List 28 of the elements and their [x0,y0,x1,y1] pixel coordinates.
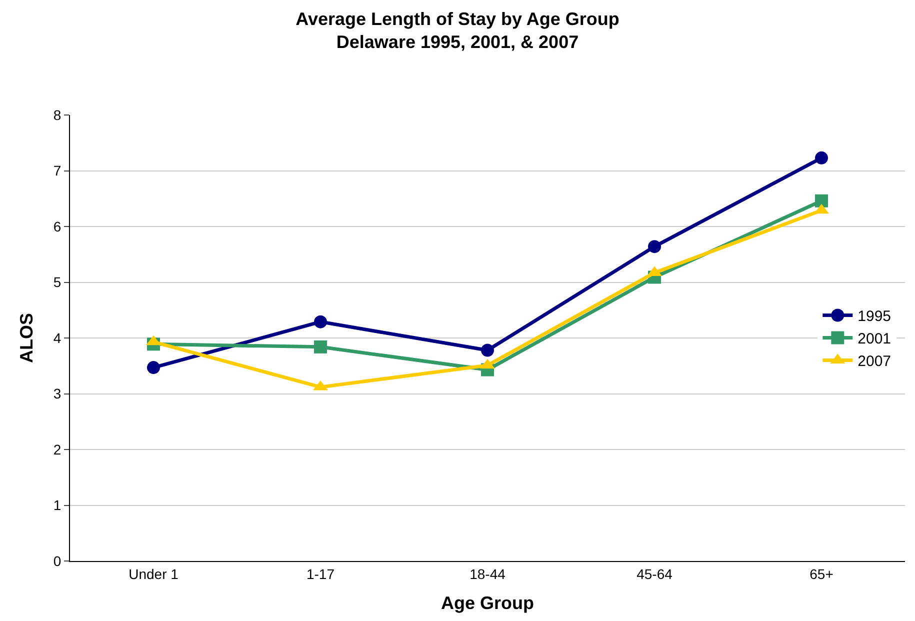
legend-label: 1995 [858,308,892,326]
x-tick-label: 65+ [810,566,834,582]
y-tick-label: 4 [53,330,62,346]
y-tick-label: 3 [53,386,62,402]
y-axis-title: ALOS [16,312,37,364]
y-tick-label: 8 [53,106,62,123]
x-tick-label: Under 1 [128,566,179,582]
point [815,194,828,208]
chart-subtitle: Delaware 1995, 2001, & 2007 [336,32,579,52]
point [481,344,494,357]
y-tick-label: 1 [53,497,62,514]
x-tick-label: 45-64 [636,566,673,582]
y-tick-label: 6 [53,218,62,234]
legend-label: 2007 [858,353,892,370]
point [648,240,661,254]
y-tick-label: 2 [53,441,62,458]
x-axis-title: Age Group [441,592,534,613]
point [314,340,327,354]
y-tick-label: 5 [53,274,62,290]
y-tick-label: 7 [53,162,62,179]
legend-label: 2001 [858,330,892,348]
x-tick-label: 1-17 [306,566,335,582]
point [147,361,160,374]
y-tick-label: 0 [53,552,62,569]
chart-title: Average Length of Stay by Age Group [296,8,620,29]
point [314,315,327,328]
point [815,151,828,164]
x-tick-label: 18-44 [470,566,506,582]
